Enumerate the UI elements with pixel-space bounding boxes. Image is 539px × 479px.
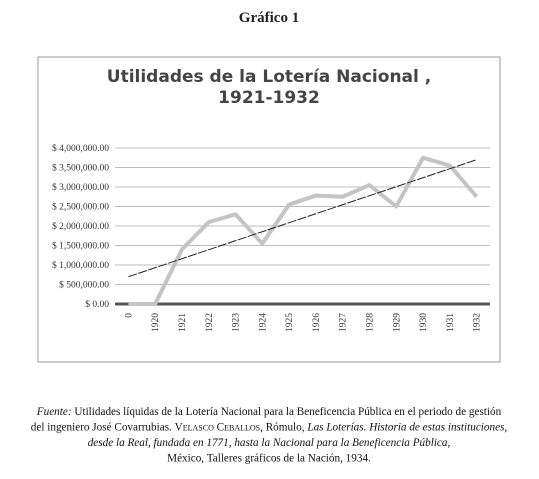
- x-tick-label: 0: [124, 313, 134, 318]
- trend-line: [128, 159, 477, 278]
- x-tick-label: 1925: [285, 313, 295, 332]
- chart-frame: [37, 56, 501, 363]
- x-tick-label: 1923: [232, 313, 242, 332]
- x-tick-label: 1929: [392, 313, 402, 332]
- caption-text: , Rómulo,: [260, 422, 307, 434]
- chart-title: 1921-1932: [218, 88, 320, 108]
- x-tick-label: 1924: [258, 313, 268, 332]
- x-tick-label: 1930: [419, 313, 429, 332]
- caption-text: México, Talleres gráficos de la Nación, …: [167, 453, 371, 465]
- x-tick-label: 1926: [312, 313, 322, 332]
- x-tick-label: 1922: [205, 313, 215, 332]
- figure-heading: Gráfico 1: [239, 10, 299, 26]
- x-tick-label: 1921: [178, 313, 188, 332]
- caption-text: Fuente:: [36, 406, 72, 418]
- x-tick-label: 1932: [473, 313, 483, 332]
- y-tick-label: $ 500,000.00: [59, 280, 109, 291]
- y-tick-label: $ 4,000,000.00: [52, 143, 109, 154]
- caption-text: desde la Real, fundada en 1771, hasta la…: [88, 437, 451, 449]
- caption-text: Velasco Ceballos: [175, 422, 260, 434]
- y-tick-label: $ 2,500,000.00: [52, 202, 109, 213]
- x-tick-label: 1931: [446, 313, 456, 332]
- x-tick-label: 1927: [339, 313, 349, 332]
- y-tick-label: $ 1,500,000.00: [52, 241, 109, 252]
- caption-line: Fuente: Utilidades líquidas de la Loterí…: [36, 406, 502, 418]
- caption-text: del ingeniero José Covarrubias.: [31, 422, 175, 434]
- x-tick-label: 1920: [151, 313, 161, 332]
- data-line: [128, 155, 479, 306]
- x-tick-label: 1928: [365, 313, 375, 332]
- y-tick-label: $ 3,500,000.00: [52, 163, 109, 174]
- caption-text: Las Loterías. Historia de estas instituc…: [306, 422, 507, 434]
- y-tick-label: $ 0.00: [85, 299, 109, 310]
- caption-line: desde la Real, fundada en 1771, hasta la…: [88, 437, 451, 449]
- chart-title: Utilidades de la Lotería Nacional ,: [107, 67, 431, 87]
- caption-line: del ingeniero José Covarrubias. Velasco …: [31, 422, 508, 434]
- y-tick-label: $ 2,000,000.00: [52, 221, 109, 232]
- y-tick-label: $ 1,000,000.00: [52, 260, 109, 271]
- y-tick-label: $ 3,000,000.00: [52, 182, 109, 193]
- caption-text: Utilidades líquidas de la Lotería Nacion…: [72, 406, 502, 418]
- caption-line: México, Talleres gráficos de la Nación, …: [167, 453, 371, 465]
